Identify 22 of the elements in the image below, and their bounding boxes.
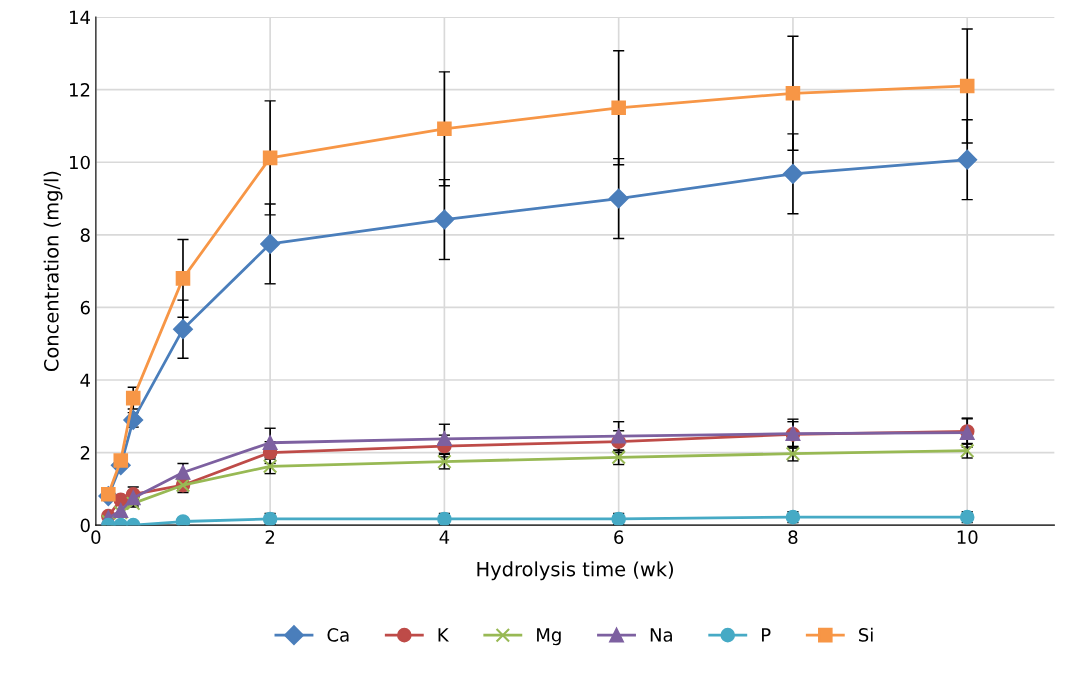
legend-label: Si bbox=[859, 627, 873, 642]
x-axis-title: Hydrolysis time (wk) bbox=[477, 561, 673, 581]
y-tick-label: 8 bbox=[80, 228, 90, 242]
legend-label: Na bbox=[650, 628, 672, 642]
legend-label: Ca bbox=[327, 628, 349, 642]
y-tick-label: 10 bbox=[70, 155, 90, 170]
x-tick-label: 0 bbox=[91, 530, 101, 544]
y-tick-label: 2 bbox=[80, 446, 90, 460]
x-tick-label: 4 bbox=[439, 530, 450, 544]
x-tick-label: 6 bbox=[614, 530, 624, 544]
legend-label: K bbox=[438, 628, 450, 642]
y-tick-label: 4 bbox=[80, 373, 90, 387]
x-tick-label: 10 bbox=[957, 530, 978, 544]
legend-label: Mg bbox=[537, 628, 561, 646]
x-tick-label: 8 bbox=[788, 530, 798, 544]
y-tick-label: 12 bbox=[70, 83, 90, 97]
y-tick-label: 6 bbox=[80, 300, 90, 315]
x-tick-label: 2 bbox=[265, 530, 275, 544]
legend-label: P bbox=[762, 628, 771, 642]
y-tick-label: 14 bbox=[70, 10, 90, 24]
y-tick-label: 0 bbox=[80, 518, 90, 533]
y-axis-title: Concentration (mg/l) bbox=[43, 171, 63, 372]
